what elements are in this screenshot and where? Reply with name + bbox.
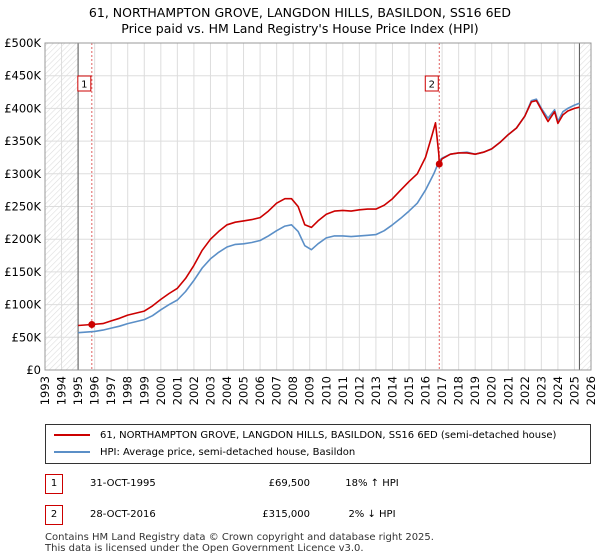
x-tick-label: 2006 bbox=[253, 376, 267, 405]
transaction-price: £69,500 bbox=[268, 478, 310, 489]
x-tick-label: 2017 bbox=[435, 376, 449, 405]
transaction-hpi-diff: 2% ↓ HPI bbox=[348, 509, 396, 520]
series-line-property bbox=[78, 99, 580, 327]
y-tick-label: £150K bbox=[4, 265, 41, 279]
x-tick-label: 2019 bbox=[468, 376, 482, 405]
x-tick-label: 2010 bbox=[319, 376, 333, 405]
transaction-date: 28-OCT-2016 bbox=[90, 509, 156, 520]
transaction-marker-box bbox=[424, 75, 439, 92]
chart-title: 61, NORTHAMPTON GROVE, LANGDON HILLS, BA… bbox=[88, 5, 512, 20]
x-tick-label: 2007 bbox=[270, 376, 284, 405]
legend-item-property: 61, NORTHAMPTON GROVE, LANGDON HILLS, BA… bbox=[54, 428, 556, 444]
legend: 61, NORTHAMPTON GROVE, LANGDON HILLS, BA… bbox=[45, 424, 591, 464]
y-tick-label: £50K bbox=[12, 330, 42, 344]
x-tick-label: 2013 bbox=[369, 376, 383, 405]
legend-label-hpi: HPI: Average price, semi-detached house,… bbox=[100, 447, 356, 458]
x-tick-label: 2026 bbox=[584, 376, 598, 405]
x-tick-label: 2008 bbox=[286, 376, 300, 405]
transaction-marker-label: 1 bbox=[81, 80, 87, 91]
transaction-number: 2 bbox=[45, 505, 63, 525]
price-chart: £0 £50K £100K £150K £200K £250K £300K £350K £400… bbox=[4, 36, 598, 405]
legend-item-hpi: HPI: Average price, semi-detached house,… bbox=[54, 445, 355, 461]
x-tick-label: 2002 bbox=[187, 376, 201, 405]
x-tick-label: 2015 bbox=[402, 376, 416, 405]
x-tick-label: 1995 bbox=[71, 376, 85, 405]
x-tick-label: 2020 bbox=[485, 376, 499, 405]
x-tick-label: 2022 bbox=[518, 376, 532, 405]
x-tick-label: 2021 bbox=[501, 376, 515, 405]
y-tick-label: £0 bbox=[26, 363, 41, 377]
x-tick-label: 2024 bbox=[551, 376, 565, 405]
footer: Contains HM Land Registry data © Crown c… bbox=[45, 532, 434, 554]
plot-frame bbox=[44, 42, 592, 371]
x-tick-label: 1993 bbox=[38, 376, 52, 405]
transaction-price: £315,000 bbox=[262, 509, 310, 520]
y-tick-label: £300K bbox=[4, 167, 41, 181]
y-tick-label: £450K bbox=[4, 69, 41, 83]
x-tick-label: 2003 bbox=[203, 376, 217, 405]
x-tick-label: 1997 bbox=[104, 376, 118, 405]
transaction-date: 31-OCT-1995 bbox=[90, 478, 156, 489]
transaction-point bbox=[435, 160, 443, 168]
x-tick-label: 2009 bbox=[303, 376, 317, 405]
y-tick-label: £200K bbox=[4, 232, 41, 246]
legend-swatch-hpi bbox=[54, 451, 90, 453]
y-tick-label: £100K bbox=[4, 298, 41, 312]
transaction-marker-label: 2 bbox=[429, 80, 435, 91]
x-tick-label: 2012 bbox=[352, 376, 366, 405]
legend-swatch-property bbox=[54, 434, 90, 436]
x-tick-label: 2014 bbox=[385, 376, 399, 405]
x-tick-label: 2001 bbox=[170, 376, 184, 405]
x-tick-label: 2005 bbox=[237, 376, 251, 405]
y-tick-label: £350K bbox=[4, 134, 41, 148]
x-tick-label: 2004 bbox=[220, 376, 234, 405]
x-tick-label: 2016 bbox=[419, 376, 433, 405]
x-tick-label: 1999 bbox=[137, 376, 151, 405]
x-tick-label: 2023 bbox=[534, 376, 548, 405]
y-tick-label: £400K bbox=[4, 101, 41, 115]
transaction-point bbox=[88, 321, 96, 329]
x-tick-label: 2018 bbox=[452, 376, 466, 405]
x-tick-label: 2000 bbox=[154, 376, 168, 405]
transaction-marker-box bbox=[77, 75, 92, 92]
chart-subtitle: Price paid vs. HM Land Registry's House … bbox=[121, 21, 479, 36]
y-tick-label: £500K bbox=[4, 36, 41, 50]
transaction-hpi-diff: 18% ↑ HPI bbox=[345, 478, 399, 489]
transaction-number: 1 bbox=[45, 474, 63, 494]
x-tick-label: 1996 bbox=[88, 376, 102, 405]
y-tick-label: £250K bbox=[4, 200, 41, 214]
legend-label-property: 61, NORTHAMPTON GROVE, LANGDON HILLS, BA… bbox=[100, 430, 557, 441]
x-tick-label: 2025 bbox=[567, 376, 581, 405]
x-tick-label: 1998 bbox=[121, 376, 135, 405]
footer-licence: This data is licensed under the Open Gov… bbox=[45, 543, 364, 554]
x-tick-label: 1994 bbox=[55, 376, 69, 405]
x-tick-label: 2011 bbox=[336, 376, 350, 405]
footer-copyright: Contains HM Land Registry data © Crown c… bbox=[45, 532, 434, 543]
